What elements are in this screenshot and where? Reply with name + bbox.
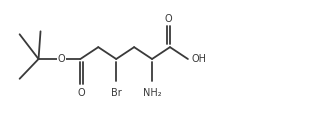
Text: O: O bbox=[78, 88, 85, 98]
Text: NH₂: NH₂ bbox=[143, 88, 161, 98]
Text: OH: OH bbox=[192, 54, 207, 64]
Text: Br: Br bbox=[111, 88, 122, 98]
Text: O: O bbox=[165, 15, 173, 25]
Text: O: O bbox=[58, 54, 65, 64]
